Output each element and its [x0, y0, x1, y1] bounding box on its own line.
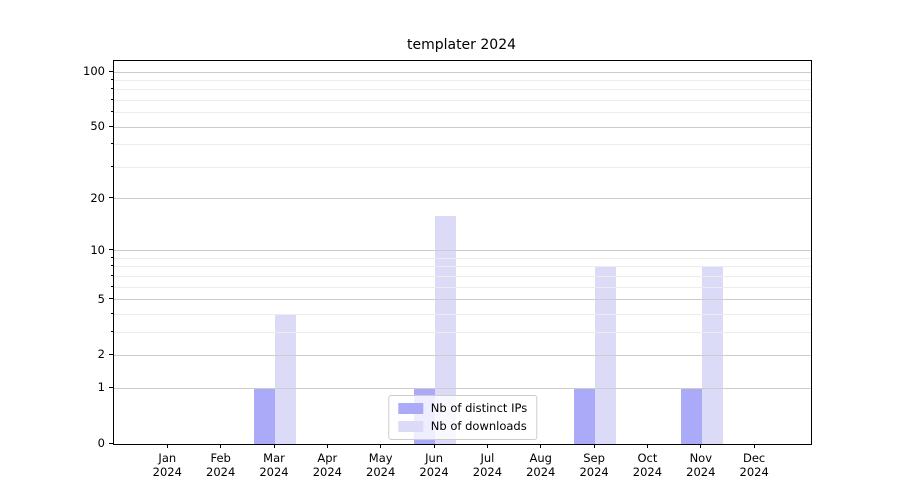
- legend-label-downloads: Nb of downloads: [430, 419, 527, 433]
- x-tick-label-jul: Jul 2024: [472, 451, 503, 479]
- x-tick-dec: [753, 444, 755, 448]
- x-tick-label-apr: Apr 2024: [312, 451, 342, 479]
- y-tick-1: [108, 386, 113, 388]
- x-tick-aug: [540, 444, 542, 448]
- x-tick-nov: [700, 444, 702, 448]
- gridline-minor-40: [114, 144, 811, 146]
- gridline-minor-9: [114, 257, 811, 259]
- bar-nb-of-distinct-ips-mar: [253, 388, 275, 444]
- legend: Nb of distinct IPs Nb of downloads: [387, 395, 538, 440]
- gridline-minor-3: [114, 331, 811, 333]
- y-tick-2: [108, 353, 113, 355]
- x-tick-jan: [166, 444, 168, 448]
- x-tick-label-sep: Sep 2024: [579, 451, 609, 479]
- x-tick-label-aug: Aug 2024: [526, 451, 556, 479]
- y-tick-100: [108, 70, 113, 72]
- y-minor-tick-6: [110, 285, 113, 287]
- y-tick-20: [108, 197, 113, 199]
- x-tick-feb: [220, 444, 222, 448]
- legend-item-downloads: Nb of downloads: [397, 419, 527, 433]
- x-tick-label-oct: Oct 2024: [632, 451, 663, 479]
- x-tick-sep: [593, 444, 595, 448]
- y-minor-tick-4: [110, 312, 113, 314]
- gridline-minor-7: [114, 275, 811, 277]
- y-minor-tick-70: [110, 99, 113, 101]
- gridline-major-1: [114, 387, 811, 389]
- y-tick-label-1: 1: [97, 380, 105, 395]
- x-tick-oct: [646, 444, 648, 448]
- x-tick-label-mar: Mar 2024: [259, 451, 289, 479]
- chart-title: templater 2024: [406, 37, 517, 53]
- legend-item-distinct-ips: Nb of distinct IPs: [397, 401, 528, 415]
- y-tick-label-0: 0: [97, 436, 105, 450]
- y-minor-tick-9: [110, 256, 113, 258]
- y-tick-0: [108, 442, 113, 444]
- y-minor-tick-40: [110, 143, 113, 145]
- bar-nb-of-distinct-ips-nov: [680, 388, 702, 444]
- gridline-minor-8: [114, 266, 811, 268]
- y-tick-label-10: 10: [90, 242, 105, 257]
- y-tick-label-100: 100: [83, 64, 105, 79]
- x-tick-label-may: May 2024: [366, 451, 396, 479]
- y-minor-tick-30: [110, 165, 113, 167]
- gridline-major-2: [114, 354, 811, 356]
- gridline-minor-90: [114, 80, 811, 82]
- legend-label-distinct-ips: Nb of distinct IPs: [430, 401, 528, 415]
- x-tick-label-dec: Dec 2024: [739, 451, 769, 479]
- gridline-minor-70: [114, 100, 811, 102]
- legend-swatch-distinct-ips: [397, 403, 423, 414]
- gridline-major-5: [114, 299, 811, 301]
- y-tick-10: [108, 249, 113, 251]
- x-tick-label-nov: Nov 2024: [686, 451, 716, 479]
- y-minor-tick-80: [110, 88, 113, 90]
- gridline-minor-30: [114, 166, 811, 168]
- grid-layer: [114, 61, 811, 444]
- x-tick-apr: [326, 444, 328, 448]
- y-tick-50: [108, 125, 113, 127]
- x-tick-jul: [486, 444, 488, 448]
- gridline-major-50: [114, 126, 811, 128]
- bar-nb-of-downloads-mar: [275, 314, 297, 444]
- plot-area: Nb of distinct IPs Nb of downloads: [113, 60, 812, 445]
- gridline-major-10: [114, 250, 811, 252]
- y-minor-tick-8: [110, 265, 113, 267]
- y-tick-5: [108, 298, 113, 300]
- y-minor-tick-60: [110, 111, 113, 113]
- x-tick-label-jun: Jun 2024: [419, 451, 449, 479]
- gridline-minor-4: [114, 313, 811, 315]
- y-minor-tick-7: [110, 274, 113, 276]
- y-tick-label-5: 5: [97, 291, 105, 306]
- x-tick-label-jan: Jan 2024: [152, 451, 182, 479]
- x-tick-may: [380, 444, 382, 448]
- bar-nb-of-distinct-ips-sep: [573, 388, 596, 444]
- y-tick-label-50: 50: [90, 119, 105, 134]
- y-minor-tick-3: [110, 330, 113, 332]
- x-tick-mar: [273, 444, 275, 448]
- gridline-minor-60: [114, 112, 811, 114]
- gridline-major-100: [114, 71, 811, 73]
- gridline-major-20: [114, 198, 811, 200]
- bar-nb-of-downloads-jun: [435, 215, 457, 444]
- y-tick-label-2: 2: [97, 347, 105, 362]
- x-tick-jun: [433, 444, 435, 448]
- gridline-minor-6: [114, 286, 811, 288]
- y-minor-tick-90: [110, 79, 113, 81]
- x-tick-label-feb: Feb 2024: [206, 451, 236, 479]
- legend-swatch-downloads: [397, 421, 423, 432]
- gridline-minor-80: [114, 89, 811, 91]
- y-tick-label-20: 20: [90, 190, 105, 205]
